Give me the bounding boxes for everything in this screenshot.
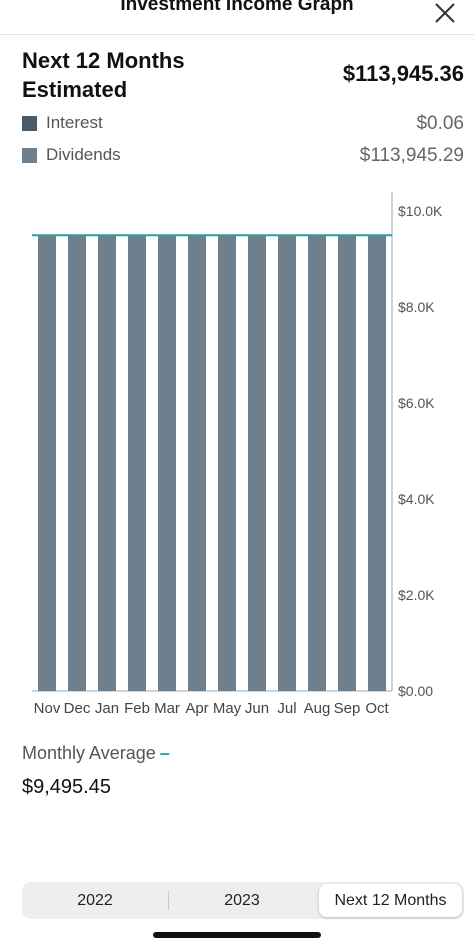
summary-total: $113,945.36 bbox=[342, 61, 464, 86]
x-tick-label: Feb bbox=[124, 700, 150, 717]
period-selector: 2022 2023 Next 12 Months bbox=[22, 882, 464, 919]
tab-divider bbox=[168, 891, 169, 910]
bar-dividends bbox=[308, 235, 326, 691]
bar-dividends bbox=[248, 235, 266, 691]
x-tick-label: Dec bbox=[64, 700, 91, 717]
y-tick-label: $10.0K bbox=[398, 203, 443, 219]
monthly-average-label: Monthly Average – bbox=[22, 743, 170, 764]
bar-dividends bbox=[278, 235, 296, 691]
bar-dividends bbox=[128, 235, 146, 691]
legend-value: $0.06 bbox=[416, 113, 464, 134]
x-tick-label: May bbox=[213, 700, 242, 717]
interest-swatch bbox=[22, 116, 37, 131]
tab-next-12-months[interactable]: Next 12 Months bbox=[319, 884, 462, 917]
summary-title: Next 12 Months Estimated bbox=[22, 48, 185, 102]
home-indicator bbox=[153, 932, 321, 938]
x-tick-label: Apr bbox=[185, 700, 208, 717]
y-tick-label: $0.00 bbox=[398, 683, 433, 699]
y-tick-label: $6.0K bbox=[398, 395, 435, 411]
legend-interest: Interest $0.06 bbox=[22, 113, 464, 135]
bar-dividends bbox=[68, 235, 86, 691]
tab-2023[interactable]: 2023 bbox=[224, 892, 260, 909]
x-tick-label: Mar bbox=[154, 700, 180, 717]
bar-dividends bbox=[98, 235, 116, 691]
bar-dividends bbox=[188, 235, 206, 691]
x-tick-label: Jan bbox=[95, 700, 119, 717]
x-tick-label: Aug bbox=[304, 700, 331, 717]
y-tick-label: $8.0K bbox=[398, 299, 435, 315]
legend-dividends: Dividends $113,945.29 bbox=[22, 145, 464, 167]
bar-dividends bbox=[218, 235, 236, 691]
close-icon[interactable] bbox=[430, 0, 460, 28]
legend-label: Interest bbox=[46, 113, 103, 132]
dividends-swatch bbox=[22, 148, 37, 163]
income-chart[interactable]: $0.00 $2.0K $4.0K $6.0K $8.0K $10.0K Nov Dec Jan… bbox=[0, 190, 474, 730]
header: Investment Income Graph bbox=[0, 0, 474, 35]
bar-dividends bbox=[368, 235, 386, 691]
legend-label: Dividends bbox=[46, 145, 121, 164]
x-tick-label: Jun bbox=[245, 700, 269, 717]
y-tick-label: $2.0K bbox=[398, 587, 435, 603]
legend-value: $113,945.29 bbox=[359, 145, 464, 166]
x-tick-label: Nov bbox=[34, 700, 61, 717]
average-line-marker: – bbox=[159, 743, 170, 763]
y-tick-label: $4.0K bbox=[398, 491, 435, 507]
income-bar-chart: $0.00 $2.0K $4.0K $6.0K $8.0K $10.0K Nov Dec Jan… bbox=[32, 192, 443, 717]
bar-dividends bbox=[158, 235, 176, 691]
monthly-average-text: Monthly Average bbox=[22, 743, 156, 763]
x-tick-label: Sep bbox=[334, 700, 361, 717]
bar-dividends bbox=[338, 235, 356, 691]
bar-dividends bbox=[38, 235, 56, 691]
x-tick-label: Jul bbox=[277, 700, 296, 717]
x-tick-label: Oct bbox=[365, 700, 389, 717]
tab-2022[interactable]: 2022 bbox=[77, 892, 113, 909]
monthly-average-value: $9,495.45 bbox=[22, 776, 111, 798]
page-title: Investment Income Graph bbox=[120, 0, 354, 15]
